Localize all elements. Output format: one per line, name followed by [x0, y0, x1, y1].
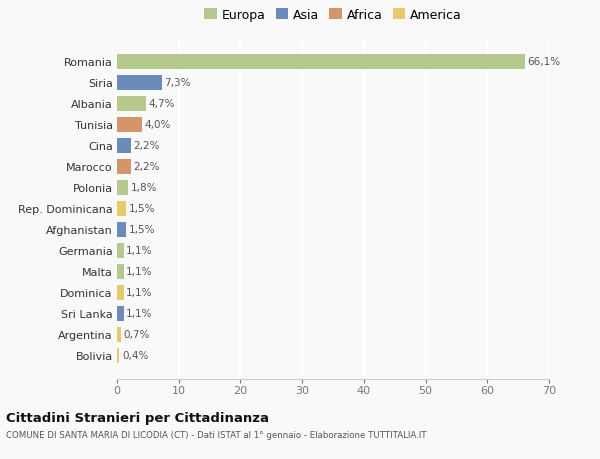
Text: 1,1%: 1,1%	[126, 288, 153, 298]
Text: 2,2%: 2,2%	[133, 162, 160, 172]
Bar	[117, 180, 128, 196]
Bar	[117, 202, 126, 216]
Text: COMUNE DI SANTA MARIA DI LICODIA (CT) - Dati ISTAT al 1° gennaio - Elaborazione : COMUNE DI SANTA MARIA DI LICODIA (CT) - …	[6, 431, 427, 440]
Text: 0,4%: 0,4%	[122, 351, 148, 361]
Text: 4,7%: 4,7%	[148, 99, 175, 109]
Text: 1,1%: 1,1%	[126, 246, 153, 256]
Bar	[117, 306, 124, 321]
Bar	[117, 55, 525, 70]
Bar	[117, 264, 124, 280]
Text: Cittadini Stranieri per Cittadinanza: Cittadini Stranieri per Cittadinanza	[6, 411, 269, 424]
Legend: Europa, Asia, Africa, America: Europa, Asia, Africa, America	[202, 6, 464, 24]
Bar	[117, 96, 146, 112]
Text: 7,3%: 7,3%	[164, 78, 191, 88]
Bar	[117, 118, 142, 133]
Bar	[117, 348, 119, 363]
Bar	[117, 222, 126, 237]
Bar	[117, 159, 131, 174]
Bar	[117, 138, 131, 153]
Text: 1,1%: 1,1%	[126, 309, 153, 319]
Text: 2,2%: 2,2%	[133, 141, 160, 151]
Text: 1,5%: 1,5%	[129, 225, 155, 235]
Bar	[117, 285, 124, 300]
Bar	[117, 75, 162, 90]
Bar	[117, 243, 124, 258]
Text: 1,1%: 1,1%	[126, 267, 153, 277]
Text: 1,5%: 1,5%	[129, 204, 155, 214]
Text: 0,7%: 0,7%	[124, 330, 150, 340]
Text: 66,1%: 66,1%	[527, 57, 560, 67]
Text: 4,0%: 4,0%	[144, 120, 170, 130]
Text: 1,8%: 1,8%	[131, 183, 157, 193]
Bar	[117, 327, 121, 342]
